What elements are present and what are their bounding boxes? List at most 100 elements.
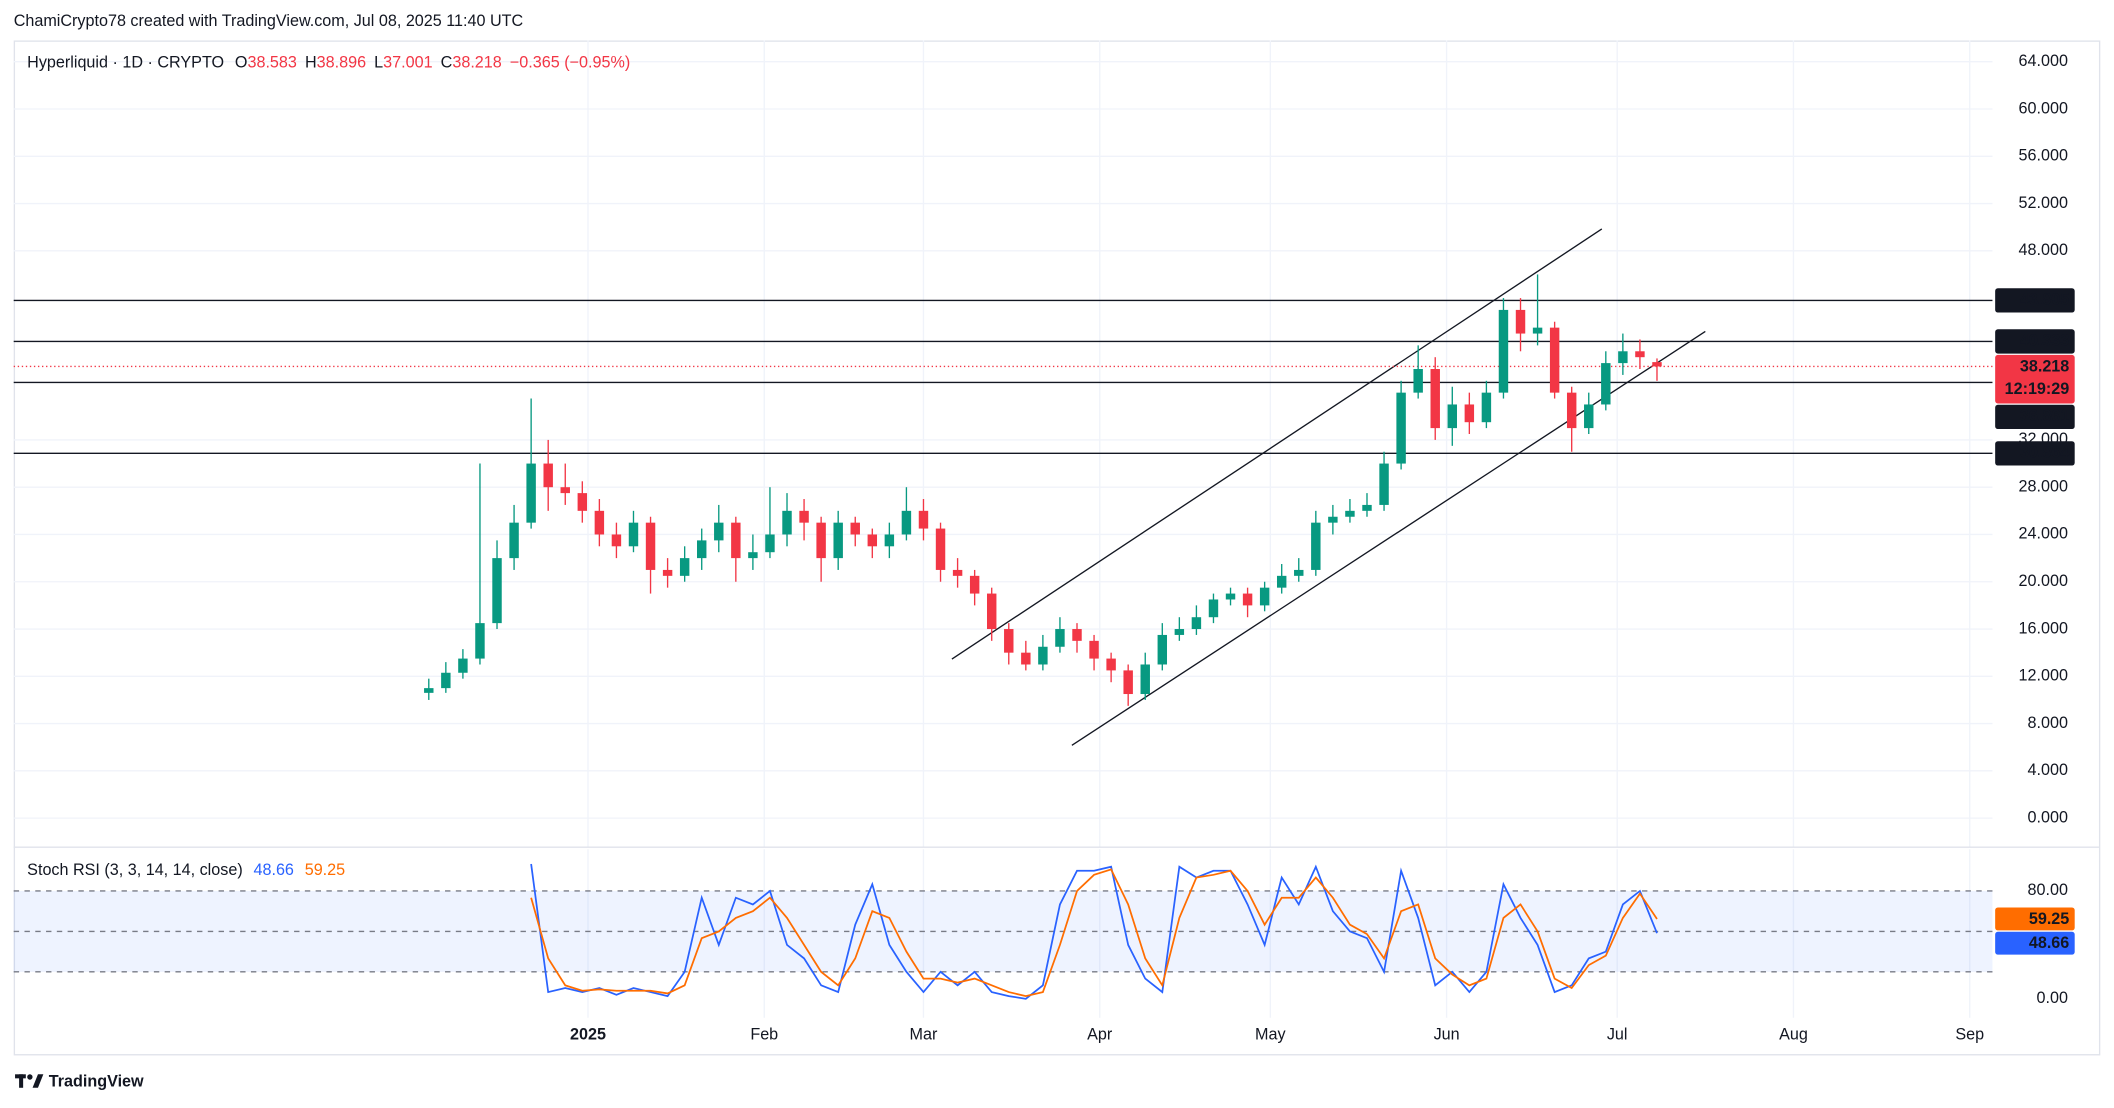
candle-body [1635, 351, 1645, 358]
candle-body [543, 463, 553, 488]
candle-body [731, 522, 741, 559]
candle-body [424, 688, 434, 693]
footer-logo [15, 1074, 44, 1088]
candle-body [1601, 363, 1611, 405]
candle-body [1123, 670, 1133, 695]
axis-tag-label: 59.25 [2029, 910, 2069, 928]
candle-body [526, 463, 536, 523]
y-tick-label: 28.000 [2019, 477, 2068, 495]
x-tick-label: Feb [750, 1025, 778, 1043]
candle-body [799, 510, 809, 523]
y-tick-label: 0.000 [2028, 808, 2068, 826]
y-tick-label: 20.000 [2019, 572, 2068, 590]
candle-body [986, 593, 997, 630]
channel-line [1071, 330, 1706, 746]
candle-body [867, 534, 878, 547]
candle-body [1362, 504, 1372, 511]
candle-body [833, 522, 843, 559]
axis-tag-label: 43.805 [2020, 291, 2069, 309]
candle-body [1038, 646, 1048, 665]
candle-body [611, 534, 622, 547]
candle-body [594, 510, 605, 535]
y-tick-label: 64.000 [2019, 52, 2068, 70]
ohlc-label: O [235, 54, 248, 72]
symbol-legend: Hyperliquid · 1D · CRYPTO O38.583 H38.896 L… [27, 54, 630, 72]
footer-brand: TradingView [49, 1073, 144, 1091]
ohlc-value: 38.896 [317, 54, 366, 72]
axis-tag-label: 38.218 [2020, 357, 2069, 375]
candle-body [1515, 309, 1526, 334]
candle-body [1498, 309, 1509, 393]
k-value: 48.66 [253, 861, 293, 879]
candle-body [1174, 629, 1185, 635]
candle-body [1021, 652, 1031, 665]
logo-shape [32, 1074, 44, 1088]
candle-body [1430, 369, 1440, 429]
ohlc-label: H [305, 54, 317, 72]
candle-body [1259, 587, 1270, 606]
candle-body [1584, 404, 1594, 429]
candle-body [1072, 629, 1082, 641]
band-fill [13, 890, 1993, 972]
indicator-legend: Stoch RSI (3, 3, 14, 14, close) 48.66 59.2… [27, 861, 345, 879]
ohlc-label: L [374, 54, 383, 72]
candle-body [492, 558, 502, 624]
x-tick-label: Jun [1434, 1025, 1460, 1043]
y-tick-label: 16.000 [2019, 619, 2068, 637]
candle-body [1242, 593, 1253, 606]
y-tick-label: 52.000 [2019, 194, 2068, 212]
candle-body [1481, 392, 1492, 423]
candle-body [441, 672, 451, 689]
candle-body [1566, 392, 1577, 429]
candle-body [765, 534, 775, 553]
candle-body [1225, 593, 1236, 600]
candle-body [1140, 664, 1150, 695]
ohlc-value: 38.218 [452, 54, 501, 72]
candle-body [1379, 463, 1389, 505]
candle-body [1345, 510, 1355, 517]
watermark: ChamiCrypto78 created with TradingView.c… [14, 12, 524, 30]
ohlc-label: C [441, 54, 453, 72]
candle-body [782, 510, 792, 535]
change: −0.365 (−0.95%) [510, 54, 630, 72]
x-tick-label: Aug [1779, 1025, 1808, 1043]
axis-tag [1995, 931, 2075, 955]
candle-body [1413, 369, 1423, 393]
axis-tag [1995, 404, 2075, 430]
candle-body [1618, 351, 1628, 364]
axis-tag [1995, 907, 2075, 931]
x-tick-label: Mar [910, 1025, 938, 1043]
axis-tag-label: 36.861 [2020, 407, 2069, 425]
y-tick-label: 4.000 [2028, 761, 2068, 779]
candle-body [679, 558, 690, 576]
candle-body [1157, 634, 1168, 665]
chart-frame [13, 40, 2101, 1056]
y-tick-label: 12.000 [2019, 667, 2068, 685]
candle-body [697, 540, 707, 559]
candle-body [1294, 569, 1304, 576]
candle-body [662, 569, 673, 576]
candle-body [969, 575, 980, 594]
x-tick-label: Apr [1087, 1025, 1113, 1043]
stoch-tick-label: 0.00 [2036, 989, 2067, 1007]
candle-body [1464, 404, 1475, 423]
candle-body [1532, 327, 1543, 334]
d-value: 59.25 [305, 861, 345, 879]
axis-tag [1995, 329, 2075, 354]
x-tick-label: May [1255, 1025, 1286, 1043]
candle-body [560, 487, 570, 494]
candle-body [1311, 522, 1321, 570]
candle-body [1106, 658, 1116, 671]
candle-body [1447, 404, 1458, 429]
axis-tag-label: 48.66 [2029, 934, 2069, 952]
axis-tag [1995, 441, 2075, 466]
candle-body [1652, 362, 1662, 367]
indicator-title: Stoch RSI (3, 3, 14, 14, close) [27, 861, 243, 879]
ohlc-value: 38.583 [247, 54, 296, 72]
axis-tag [1995, 354, 2075, 404]
axis-tag [1995, 288, 2075, 313]
candle-body [1208, 599, 1219, 618]
candle-body [1396, 392, 1406, 464]
